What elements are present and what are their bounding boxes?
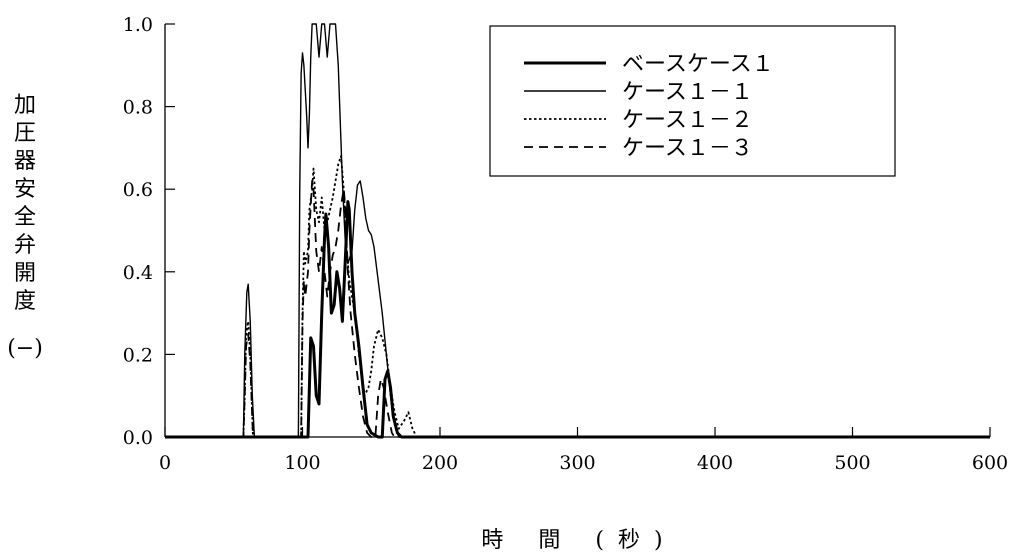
legend-label-2: ケース１－１: [622, 80, 753, 105]
legend-label-1: ベースケース１: [622, 52, 774, 77]
series-layer: [165, 23, 990, 439]
y-axis-label-char: 弁: [14, 233, 36, 258]
y-tick-label: 1.0: [123, 14, 153, 36]
series-line-1: [165, 200, 990, 439]
x-tick-label: 600: [972, 452, 1008, 474]
x-tick-label: 500: [834, 452, 870, 474]
y-axis-label-char: 度: [14, 289, 36, 314]
x-axis-label: 時 間 (秒): [481, 528, 676, 553]
axes-layer: 0.0 0.2 0.4 0.6 0.8 1.0 0 100 200 300 400 500 600: [123, 14, 1008, 474]
y-axis-label-char: 圧: [14, 121, 36, 146]
y-tick-label: 0.6: [123, 179, 153, 201]
x-tick-label: 0: [159, 452, 171, 474]
y-axis-label-char: 器: [14, 149, 36, 174]
y-tick-label: 0.8: [123, 97, 153, 119]
y-axis-label-char: 安: [14, 177, 36, 202]
y-tick-label: 0.4: [123, 262, 153, 284]
legend: ベースケース１ ケース１－１ ケース１－２ ケース１－３: [489, 25, 896, 177]
x-tick-label: 100: [284, 452, 320, 474]
legend-box: [489, 25, 896, 177]
y-axis-label-char: 全: [14, 205, 36, 230]
y-tick-label: 0.2: [123, 344, 153, 366]
series-line-4: [165, 180, 990, 438]
y-tick-label: 0.0: [123, 427, 153, 449]
y-axis-label-char: 加: [14, 93, 36, 118]
legend-label-4: ケース１－３: [622, 136, 753, 161]
x-tick-label: 200: [422, 452, 458, 474]
y-axis-label-char: 開: [14, 261, 36, 286]
x-tick-label: 300: [559, 452, 595, 474]
legend-label-3: ケース１－２: [622, 108, 753, 133]
y-axis-unit: (−): [7, 336, 43, 361]
series-line-3: [165, 155, 990, 438]
x-tick-label: 400: [697, 452, 733, 474]
